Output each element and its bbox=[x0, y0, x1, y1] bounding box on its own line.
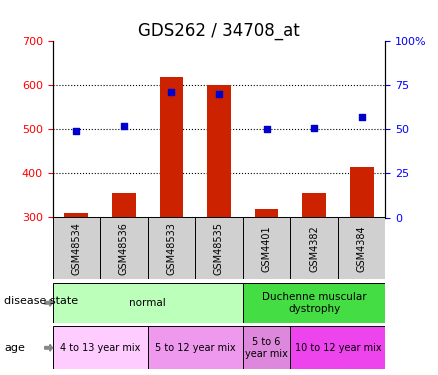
FancyBboxPatch shape bbox=[100, 217, 148, 279]
FancyBboxPatch shape bbox=[243, 326, 290, 369]
Bar bbox=[64, 213, 88, 217]
Text: 5 to 6
year mix: 5 to 6 year mix bbox=[245, 337, 288, 358]
Point bbox=[263, 126, 270, 132]
Text: Duchenne muscular
dystrophy: Duchenne muscular dystrophy bbox=[262, 292, 367, 314]
Bar bbox=[302, 193, 326, 217]
Text: normal: normal bbox=[129, 298, 166, 308]
Bar bbox=[159, 76, 184, 218]
Point bbox=[215, 91, 223, 97]
Text: GSM48535: GSM48535 bbox=[214, 222, 224, 275]
Point bbox=[73, 128, 80, 134]
Text: GSM48534: GSM48534 bbox=[71, 222, 81, 275]
Text: 4 to 13 year mix: 4 to 13 year mix bbox=[60, 343, 140, 353]
Point bbox=[311, 124, 318, 130]
FancyBboxPatch shape bbox=[53, 326, 148, 369]
Text: disease state: disease state bbox=[4, 296, 78, 306]
Title: GDS262 / 34708_at: GDS262 / 34708_at bbox=[138, 22, 300, 40]
Bar bbox=[207, 86, 231, 218]
FancyBboxPatch shape bbox=[243, 217, 290, 279]
FancyBboxPatch shape bbox=[53, 217, 100, 279]
Text: age: age bbox=[4, 343, 25, 353]
Text: GSM4384: GSM4384 bbox=[357, 225, 367, 272]
Text: 5 to 12 year mix: 5 to 12 year mix bbox=[155, 343, 236, 353]
FancyBboxPatch shape bbox=[338, 217, 385, 279]
FancyBboxPatch shape bbox=[195, 217, 243, 279]
Point bbox=[358, 114, 365, 120]
FancyBboxPatch shape bbox=[290, 217, 338, 279]
FancyBboxPatch shape bbox=[148, 217, 195, 279]
Text: GSM4382: GSM4382 bbox=[309, 225, 319, 272]
Point bbox=[168, 89, 175, 95]
Point bbox=[120, 123, 127, 129]
Bar bbox=[254, 209, 279, 218]
Text: GSM48536: GSM48536 bbox=[119, 222, 129, 275]
FancyBboxPatch shape bbox=[290, 326, 385, 369]
Text: GSM48533: GSM48533 bbox=[166, 222, 177, 275]
FancyBboxPatch shape bbox=[243, 283, 385, 322]
Text: GSM4401: GSM4401 bbox=[261, 225, 272, 272]
FancyBboxPatch shape bbox=[53, 283, 243, 322]
FancyBboxPatch shape bbox=[148, 326, 243, 369]
Bar bbox=[112, 193, 136, 217]
Bar bbox=[350, 167, 374, 218]
Text: 10 to 12 year mix: 10 to 12 year mix bbox=[295, 343, 381, 353]
